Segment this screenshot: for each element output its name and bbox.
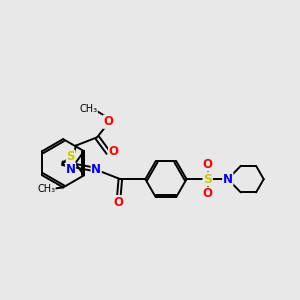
Text: N: N bbox=[91, 163, 101, 176]
Text: O: O bbox=[203, 158, 213, 171]
Text: CH₃: CH₃ bbox=[37, 184, 56, 194]
Text: N: N bbox=[66, 163, 76, 176]
Text: O: O bbox=[114, 196, 124, 208]
Text: O: O bbox=[103, 115, 113, 128]
Text: O: O bbox=[203, 188, 213, 200]
Text: N: N bbox=[223, 172, 233, 186]
Text: O: O bbox=[109, 145, 118, 158]
Text: S: S bbox=[66, 150, 75, 163]
Text: S: S bbox=[203, 172, 212, 186]
Text: CH₃: CH₃ bbox=[80, 104, 98, 114]
